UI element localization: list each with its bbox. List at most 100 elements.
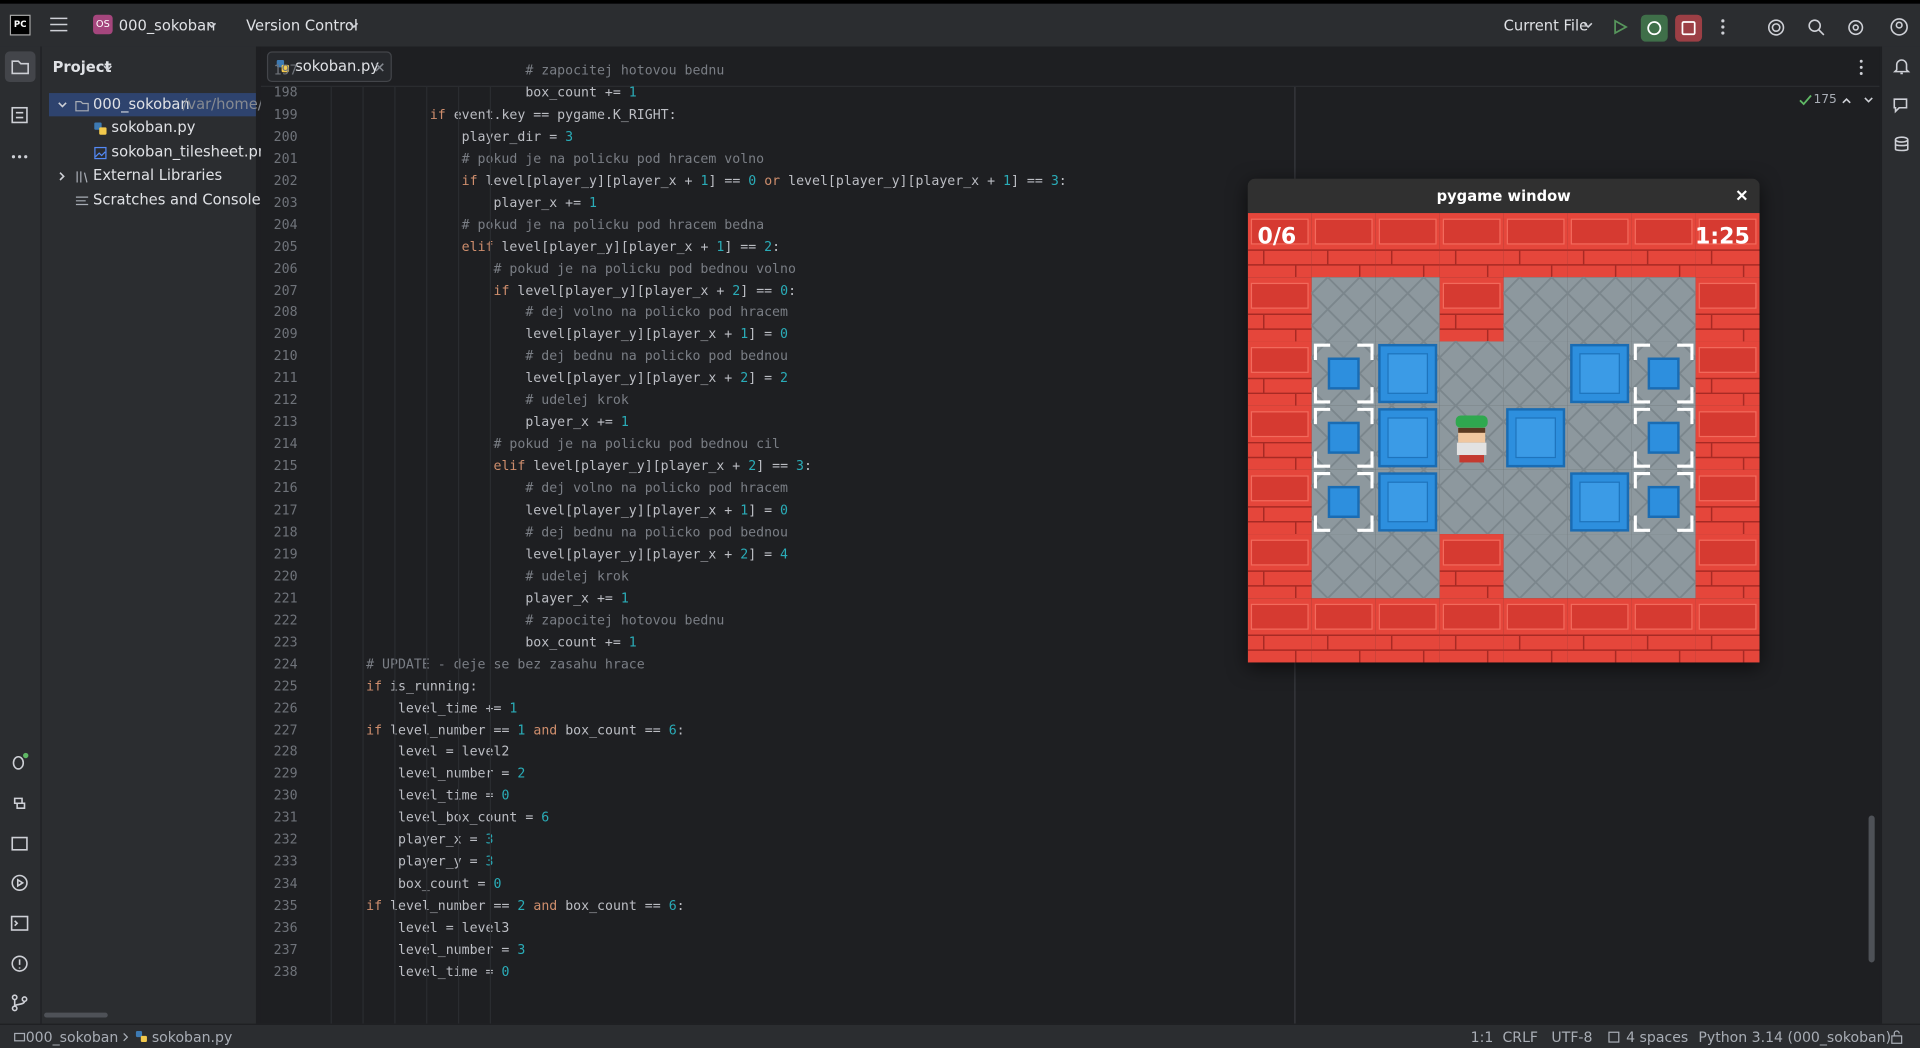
- line-number: 210: [273, 348, 298, 365]
- code-line: # pokud je na policku pod bednou volno: [302, 260, 796, 277]
- app-logo[interactable]: PC: [9, 14, 31, 36]
- code-line: # udelej krok: [302, 567, 629, 584]
- wall-brick: [1314, 603, 1373, 630]
- database[interactable]: [1892, 135, 1912, 155]
- vcs-tool[interactable]: [10, 993, 30, 1013]
- window-close[interactable]: [1736, 190, 1747, 201]
- line-number: 237: [273, 941, 298, 958]
- tab-close[interactable]: [375, 62, 385, 72]
- indent-setting[interactable]: 4 spaces: [1626, 1028, 1689, 1046]
- python-packages[interactable]: [10, 793, 30, 813]
- search[interactable]: [1807, 18, 1825, 36]
- wall-brick: [1698, 347, 1757, 373]
- floor-pattern: [1311, 533, 1377, 599]
- wall-mortar: [1695, 441, 1760, 470]
- main-menu[interactable]: [49, 16, 69, 33]
- panel-title[interactable]: Project: [52, 58, 112, 76]
- tree-icon: [94, 146, 107, 160]
- code-line: player_y = 3: [397, 853, 494, 870]
- notifications[interactable]: [1892, 56, 1912, 76]
- tab-label: sokoban.py: [295, 57, 380, 75]
- inspection-nav[interactable]: [1840, 96, 1877, 106]
- line-number: 208: [273, 304, 298, 321]
- floor-pattern: [1503, 340, 1569, 407]
- line-number: 214: [273, 436, 298, 453]
- code-line: # zapocitej hotovou bednu: [302, 62, 725, 79]
- line-number: 206: [273, 260, 298, 277]
- tab-actions[interactable]: [1856, 58, 1866, 78]
- breadcrumb[interactable]: sokoban.py: [151, 1028, 233, 1046]
- structure-tool[interactable]: [10, 105, 30, 125]
- game-canvas[interactable]: [1247, 213, 1760, 663]
- services-tool[interactable]: [10, 834, 30, 854]
- target-box: [1327, 357, 1360, 390]
- run-tool[interactable]: [10, 873, 30, 893]
- tree-toggle[interactable]: [56, 99, 68, 111]
- debug-tool[interactable]: [10, 752, 30, 772]
- ai-assistant[interactable]: [1767, 18, 1785, 36]
- code-line: level[player_y][player_x + 2] = 4: [302, 545, 789, 562]
- readonly-toggle[interactable]: [1889, 1030, 1904, 1045]
- run-button[interactable]: [1611, 18, 1628, 35]
- run-config[interactable]: Current File: [1503, 17, 1589, 35]
- settings[interactable]: [1847, 18, 1865, 36]
- problems-tool[interactable]: [10, 954, 30, 974]
- line-number: 226: [273, 699, 298, 716]
- stop-button[interactable]: [1675, 14, 1703, 42]
- vcs-menu[interactable]: Version Control: [246, 17, 358, 35]
- target-corners: [1313, 407, 1374, 468]
- line-separator[interactable]: CRLF: [1502, 1028, 1539, 1046]
- breadcrumb[interactable]: 000_sokoban: [25, 1028, 119, 1046]
- wall-brick: [1570, 603, 1629, 630]
- wall-brick: [1698, 411, 1757, 438]
- pygame-window: pygame window 0/6 1:25: [1247, 178, 1760, 663]
- encoding[interactable]: UTF-8: [1551, 1028, 1593, 1046]
- code-line: if level_number == 1 and box_count == 6:: [366, 721, 685, 738]
- ai-chat[interactable]: [1892, 96, 1912, 116]
- tree-icon: [75, 101, 89, 112]
- box-panel: [1387, 481, 1429, 523]
- tree-item[interactable]: External Libraries: [93, 166, 223, 184]
- floor-tile: [1439, 341, 1504, 406]
- line-number: 198: [273, 84, 298, 101]
- more-tools[interactable]: [10, 147, 30, 167]
- box-panel: [1515, 417, 1556, 459]
- floor-tile: [1439, 469, 1504, 535]
- profile[interactable]: [1889, 17, 1909, 37]
- window-title: pygame window: [1436, 187, 1571, 205]
- code-line: player_x += 1: [302, 589, 629, 606]
- rerun-button[interactable]: [1640, 14, 1668, 42]
- line-number: 199: [273, 106, 298, 123]
- editor-tab[interactable]: sokoban.py: [266, 51, 392, 83]
- tree-item[interactable]: Scratches and Consoles: [93, 191, 269, 209]
- line-number: 235: [273, 897, 298, 914]
- code-line: # dej volno na policko pod hracem: [302, 304, 788, 321]
- project-tool[interactable]: [4, 51, 36, 83]
- wall-brick: [1442, 282, 1501, 309]
- inspection-count[interactable]: 175: [1813, 93, 1837, 107]
- wall-mortar: [1503, 249, 1568, 278]
- tree-item[interactable]: sokoban.py: [111, 118, 196, 136]
- box-counter: 0/6: [1257, 224, 1297, 250]
- wall-brick: [1250, 475, 1309, 502]
- tree-item[interactable]: sokoban_tilesheet.png: [111, 143, 277, 161]
- more-actions[interactable]: [1718, 17, 1728, 37]
- project-switcher[interactable]: 000_sokoban: [118, 17, 216, 35]
- tree-toggle[interactable]: [56, 170, 68, 182]
- python-file-icon: [135, 1031, 147, 1043]
- floor-pattern: [1503, 276, 1569, 343]
- interpreter[interactable]: Python 3.14 (000_sokoban): [1698, 1028, 1892, 1046]
- wall-brick: [1442, 539, 1501, 566]
- floor-pattern: [1439, 469, 1505, 535]
- wall-mortar: [1695, 377, 1760, 406]
- wall-mortar: [1439, 313, 1504, 342]
- wall-brick: [1250, 218, 1309, 245]
- tree-item[interactable]: 000_sokoban: [93, 95, 190, 113]
- indent-guide: [457, 86, 460, 1024]
- caret-position[interactable]: 1:1: [1470, 1028, 1494, 1046]
- wall-mortar: [1439, 634, 1504, 663]
- wall-brick: [1634, 218, 1693, 245]
- wall-brick: [1698, 218, 1757, 245]
- terminal-tool[interactable]: [10, 913, 30, 933]
- floor-pattern: [1503, 533, 1569, 599]
